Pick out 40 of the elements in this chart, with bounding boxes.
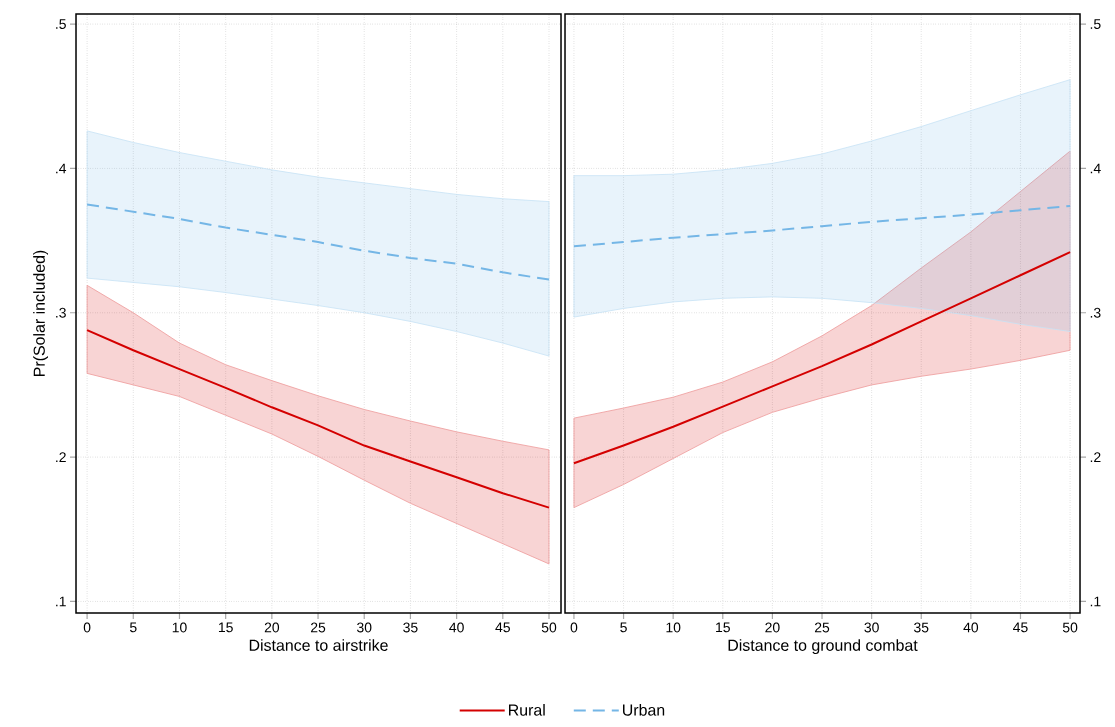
y-tick-label: .3 xyxy=(56,307,66,318)
x-tick-label: 30 xyxy=(864,622,879,633)
x-tick-label: 50 xyxy=(541,622,557,633)
x-tick-label: 25 xyxy=(310,622,326,633)
x-tick-label: 40 xyxy=(963,622,979,633)
x-tick-label: 40 xyxy=(449,622,464,633)
x-tick-label: 45 xyxy=(495,622,510,633)
x-tick-label: 30 xyxy=(357,622,372,633)
x-tick-label: 10 xyxy=(666,622,681,633)
x-tick-label: 35 xyxy=(403,622,418,633)
x-tick-label: 15 xyxy=(218,622,233,633)
y-tick-label: .5 xyxy=(1090,19,1101,29)
x-axis-title: Distance to ground combat xyxy=(728,639,918,655)
y-tick-label: .2 xyxy=(56,452,66,462)
line-series xyxy=(572,204,1072,248)
y-axis-title: Pr(Solar included) xyxy=(33,250,49,376)
line-series xyxy=(86,329,550,509)
legend-label: Rural xyxy=(509,704,545,716)
x-tick-label: 0 xyxy=(83,622,91,633)
y-tick-label: .4 xyxy=(56,163,67,174)
y-tick-label: .2 xyxy=(1090,452,1101,462)
legend-label: Urban xyxy=(623,704,665,716)
x-tick-label: 50 xyxy=(1062,622,1078,633)
line-series xyxy=(572,251,1072,465)
x-tick-label: 5 xyxy=(129,622,137,633)
x-tick-label: 25 xyxy=(814,622,830,633)
x-tick-label: 45 xyxy=(1013,622,1028,633)
x-tick-label: 20 xyxy=(264,622,280,633)
y-tick-label: .4 xyxy=(1090,163,1101,174)
x-axis-title: Distance to airstrike xyxy=(249,639,388,651)
y-tick-label: .1 xyxy=(56,596,66,607)
x-tick-label: 5 xyxy=(620,622,627,633)
x-tick-label: 10 xyxy=(172,622,187,633)
x-tick-label: 0 xyxy=(570,622,578,633)
x-tick-label: 20 xyxy=(765,622,780,633)
x-tick-label: 15 xyxy=(716,622,730,633)
y-tick-label: .1 xyxy=(1090,596,1101,607)
y-tick-label: .3 xyxy=(1090,307,1101,318)
y-tick-label: .5 xyxy=(56,19,66,29)
x-tick-label: 35 xyxy=(914,622,929,633)
